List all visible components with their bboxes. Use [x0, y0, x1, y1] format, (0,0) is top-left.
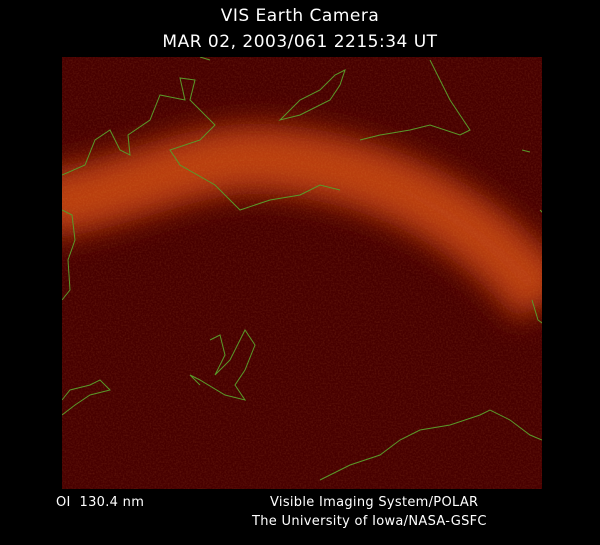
instrument-label: Visible Imaging System/POLAR: [270, 495, 479, 510]
institution-label: The University of Iowa/NASA-GSFC: [252, 514, 487, 529]
title: VIS Earth Camera: [220, 6, 380, 26]
timestamp: MAR 02, 2003/061 2215:34 UT: [162, 32, 438, 52]
coastlines: [62, 57, 542, 481]
noise: [62, 57, 542, 489]
filter-label: OI 130.4 nm: [56, 495, 145, 510]
